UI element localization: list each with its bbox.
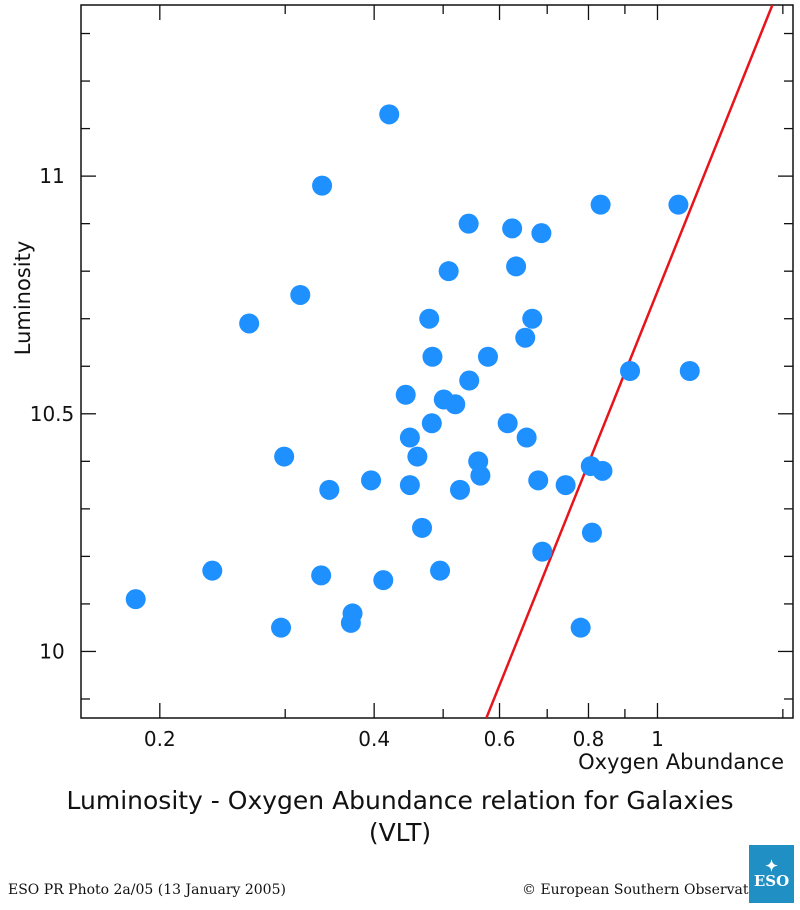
data-point: [515, 327, 536, 348]
data-point: [419, 308, 440, 329]
data-point: [239, 313, 260, 334]
y-axis-tick-labels: 10 10.5 11: [30, 164, 75, 663]
data-point: [399, 475, 420, 496]
data-point: [581, 522, 602, 543]
data-point: [399, 427, 420, 448]
data-point: [522, 308, 543, 329]
data-point: [531, 223, 552, 244]
data-point: [412, 517, 433, 538]
data-point: [516, 427, 537, 448]
photo-credit: ESO PR Photo 2a/05 (13 January 2005): [8, 882, 286, 898]
data-point: [470, 465, 491, 486]
data-point: [532, 541, 553, 562]
data-point: [311, 565, 332, 586]
x-axis-ticks: [159, 5, 784, 718]
data-point: [395, 384, 416, 405]
data-point: [459, 370, 480, 391]
data-point: [407, 446, 428, 467]
x-tick-label: 0.8: [573, 727, 605, 751]
data-point: [202, 560, 223, 581]
data-point: [342, 603, 363, 624]
data-point: [528, 470, 549, 491]
data-point: [506, 256, 527, 277]
copyright-notice: © European Southern Observatory: [522, 882, 772, 898]
y-tick-label: 11: [39, 164, 64, 188]
data-point: [361, 470, 382, 491]
data-point: [590, 194, 611, 215]
data-point: [125, 589, 146, 610]
data-point: [430, 560, 451, 581]
chart-subtitle: (VLT): [368, 818, 432, 847]
data-point: [290, 284, 311, 305]
x-axis-tick-labels: 0.2 0.4 0.6 0.8 1: [144, 727, 664, 751]
chart-title: Luminosity - Oxygen Abundance relation f…: [66, 786, 734, 815]
data-point: [458, 213, 479, 234]
data-point: [620, 361, 641, 382]
y-axis-label: Luminosity: [11, 241, 35, 356]
data-point: [477, 346, 498, 367]
data-point: [570, 617, 591, 638]
data-point: [274, 446, 295, 467]
data-point: [421, 413, 442, 434]
data-point: [592, 460, 613, 481]
data-point: [679, 361, 700, 382]
x-tick-label: 1: [651, 727, 664, 751]
data-point: [271, 617, 292, 638]
data-point: [502, 218, 523, 239]
data-point: [449, 479, 470, 500]
data-points: [125, 104, 700, 638]
plot-frame: [80, 4, 794, 719]
data-point: [445, 394, 466, 415]
data-point: [379, 104, 400, 125]
data-point: [319, 479, 340, 500]
x-tick-label: 0.4: [358, 727, 390, 751]
y-tick-label: 10: [39, 639, 64, 663]
y-tick-label: 10.5: [30, 402, 75, 426]
data-point: [668, 194, 689, 215]
data-point: [312, 175, 333, 196]
x-axis-label: Oxygen Abundance: [578, 750, 784, 774]
eso-logo-text: ESO: [753, 872, 790, 890]
data-point: [438, 261, 459, 282]
x-tick-label: 0.2: [144, 727, 176, 751]
eso-logo: ✦ ESO: [749, 845, 794, 903]
data-point: [555, 475, 576, 496]
data-point: [422, 346, 443, 367]
y-axis-ticks: [81, 32, 793, 700]
data-point: [497, 413, 518, 434]
eso-logo-star-icon: ✦: [765, 857, 778, 875]
data-point: [373, 570, 394, 591]
x-tick-label: 0.6: [484, 727, 516, 751]
